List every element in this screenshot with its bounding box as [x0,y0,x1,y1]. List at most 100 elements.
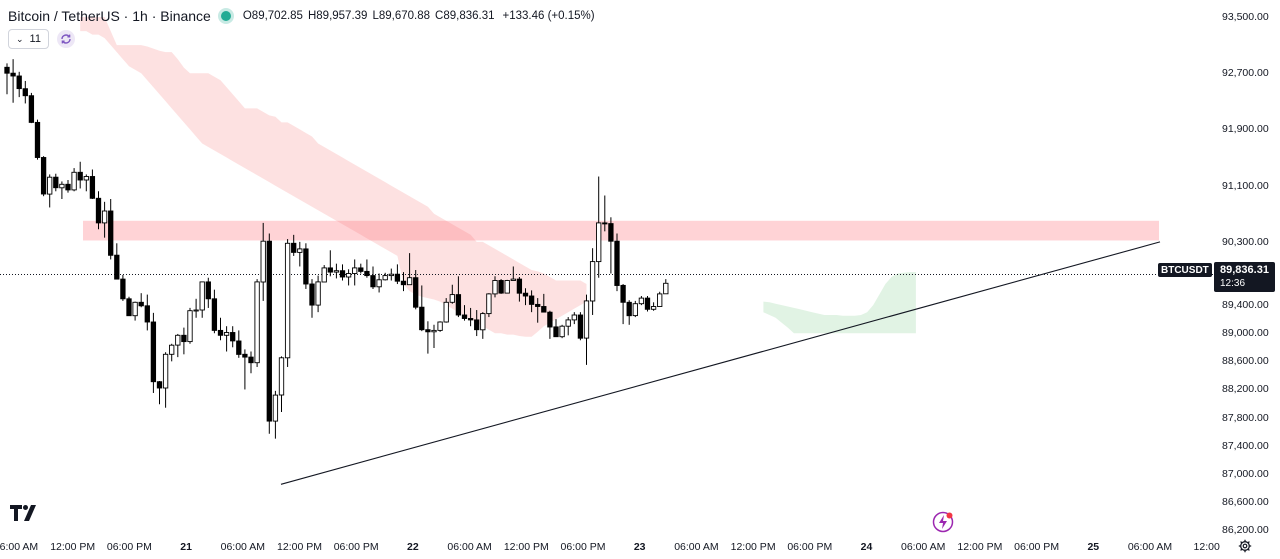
gear-icon[interactable] [1238,539,1252,558]
candle-body-down [205,281,211,300]
candle [144,294,150,331]
candle [644,295,651,312]
candle [443,298,449,323]
candle [248,351,254,374]
candle-body-down [236,340,242,355]
candle [376,273,382,293]
candle-body-down [28,95,35,123]
candle [632,300,638,318]
candle [65,180,71,193]
candle-body-up [333,270,340,273]
candle-body-up [510,278,516,281]
candle-body-down [413,277,419,308]
ohlc-low: 89,670.88 [378,10,431,22]
candle-body-down [339,270,346,278]
candle-body-up [486,293,492,315]
candle [419,285,425,332]
time-tick: 12:00 PM [50,541,96,553]
candle [388,268,394,281]
candle [620,284,626,325]
candle [309,279,315,318]
candle-body-down [126,298,132,317]
candle-body-up [449,294,455,303]
candle [53,173,59,192]
candle [510,266,516,281]
refresh-icon [61,34,71,44]
candle-body-up [650,306,657,310]
candle-body-down [144,305,150,323]
candle-body-down [602,222,608,225]
price-tick: 89,400.00 [1222,299,1269,312]
candle [406,253,413,286]
time-tick: 06:00 AM [901,541,946,553]
candle [547,310,553,339]
tradingview-logo-icon[interactable] [10,505,40,526]
last-price-value: 89,836.31 [1220,264,1269,276]
ichimoku-cloud [80,17,916,337]
candle [626,300,632,325]
candle-body-down [230,332,236,342]
candle [242,349,248,390]
ohlc-key-close: C [435,10,444,22]
time-tick: 06:00 PM [560,541,606,553]
candle-body-down [242,353,248,358]
candle [425,321,431,354]
price-axis[interactable]: 93,500.00 92,700.00 91,900.00 91,100.00 90,3… [1214,0,1280,536]
candle [297,241,303,267]
candle-body-down [370,275,376,288]
candle [272,390,279,439]
candle-body-down [40,157,47,195]
candle-body-up [565,319,571,327]
candle [284,239,291,367]
candle [4,63,10,95]
candle-body-down [522,292,529,297]
candle [516,277,523,302]
candle [455,276,462,318]
price-chart[interactable] [0,0,1214,535]
symbol-title[interactable]: Bitcoin / TetherUS · 1h · Binance [8,8,211,24]
candle-body-up [321,267,327,283]
candle-body-up [589,261,596,302]
ohlc-close: 89,836.31 [443,10,495,22]
candle-body-up [437,321,443,331]
candle [474,310,480,337]
candle [327,250,333,277]
candle [559,324,565,339]
candle [22,80,28,104]
candle [169,343,175,362]
chevron-down-icon: ⌄ [16,33,24,44]
candle [120,274,126,301]
candle-body-up [492,280,498,295]
candle [162,352,169,408]
candle-body-up [132,301,138,317]
candle-body-down [22,88,28,97]
indicators-toggle-button[interactable]: ⌄ 11 [8,29,49,49]
candle [504,279,510,294]
time-axis[interactable]: 06:00 AM 12:00 PM 06:00 PM 21 06:00 AM 12:00 … [0,535,1220,559]
price-tick: 86,600.00 [1222,495,1269,508]
candle [132,301,138,321]
candle-body-up [169,344,175,355]
trendline[interactable] [280,241,1161,485]
candle [101,201,108,238]
candle-body-up [175,334,181,346]
candle [77,161,83,189]
sync-icon[interactable] [56,30,75,48]
candle [535,298,541,323]
candle [108,199,114,260]
time-tick: 06:00 AM [220,541,265,553]
candle-body-up [284,242,291,359]
price-tick: 93,500.00 [1222,11,1269,23]
candle-body-up [297,248,303,253]
flash-icon[interactable] [932,511,954,538]
candle-body-up [638,297,645,305]
candle [413,269,419,310]
candle-body-up [187,310,193,343]
trendline-line [280,241,1161,485]
candle [352,259,358,286]
candle [236,330,242,358]
candle [156,381,163,405]
symbol-legend: Bitcoin / TetherUS · 1h · Binance O89,70… [8,6,595,26]
price-tick: 87,800.00 [1222,411,1269,424]
candle-body-down [211,298,218,331]
